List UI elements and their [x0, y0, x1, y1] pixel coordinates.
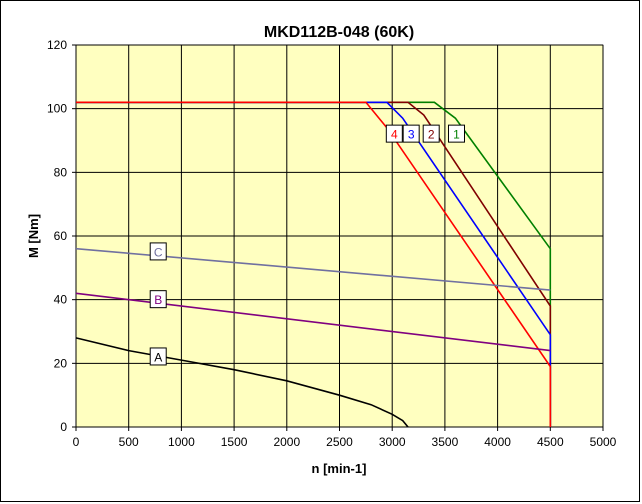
- y-tick-label: 100: [47, 102, 67, 116]
- series-label-box: [149, 242, 167, 261]
- series-label-box: [385, 124, 403, 143]
- x-tick-label: 2000: [273, 435, 300, 449]
- x-tick-label: 4000: [484, 435, 511, 449]
- x-tick-label: 3500: [432, 435, 459, 449]
- x-tick-label: 0: [73, 435, 80, 449]
- series-label-4: 4: [385, 124, 403, 143]
- series-label-c: C: [149, 242, 167, 261]
- series-label-text: B: [154, 293, 162, 307]
- series-label-box: [402, 124, 420, 143]
- x-tick-label: 1000: [168, 435, 195, 449]
- chart-title: MKD112B-048 (60K): [264, 24, 414, 41]
- series-labels: 1 234 C B A: [149, 124, 465, 366]
- series-label-box: [422, 124, 440, 143]
- y-tick-label: 20: [54, 356, 68, 370]
- series-label-a: A: [149, 347, 167, 366]
- series-label-text: A: [154, 350, 162, 364]
- y-axis-title: M [Nm]: [26, 214, 41, 258]
- x-tick-label: 2500: [326, 435, 353, 449]
- series-label-text: C: [154, 245, 163, 259]
- y-tick-label: 0: [60, 420, 67, 434]
- series-label-box: [149, 290, 167, 309]
- series-label-3: 3: [402, 124, 420, 143]
- x-tick-label: 1500: [221, 435, 248, 449]
- y-tick-label: 80: [54, 165, 68, 179]
- x-tick-label: 3000: [379, 435, 406, 449]
- x-tick-label: 4500: [537, 435, 564, 449]
- series-label-box: [447, 124, 465, 143]
- series-label-2: 2: [422, 124, 440, 143]
- series-label-text: 2: [428, 128, 435, 142]
- series-label-text: 1: [453, 128, 460, 142]
- y-axis-ticks: 0 20 40 60 80 100 120: [47, 38, 76, 434]
- y-tick-label: 60: [54, 229, 68, 243]
- y-tick-label: 120: [47, 38, 67, 52]
- x-tick-label: 5000: [590, 435, 617, 449]
- x-axis-title: n [min-1]: [312, 461, 367, 476]
- x-axis-ticks: 0 500 1000 1500 2000 2500 3000 3500 4000 4500 5000: [73, 427, 617, 449]
- series-label-text: 3: [408, 128, 415, 142]
- y-tick-label: 40: [54, 293, 68, 307]
- series-label-b: B: [149, 290, 167, 309]
- x-tick-label: 500: [119, 435, 139, 449]
- series-label-box: [149, 347, 167, 366]
- series-label-text: 4: [391, 128, 398, 142]
- series-label-1: 1: [447, 124, 465, 143]
